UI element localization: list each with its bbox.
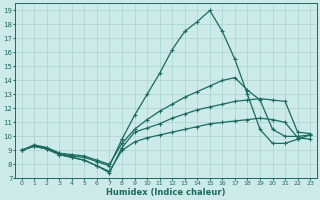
- X-axis label: Humidex (Indice chaleur): Humidex (Indice chaleur): [106, 188, 226, 197]
